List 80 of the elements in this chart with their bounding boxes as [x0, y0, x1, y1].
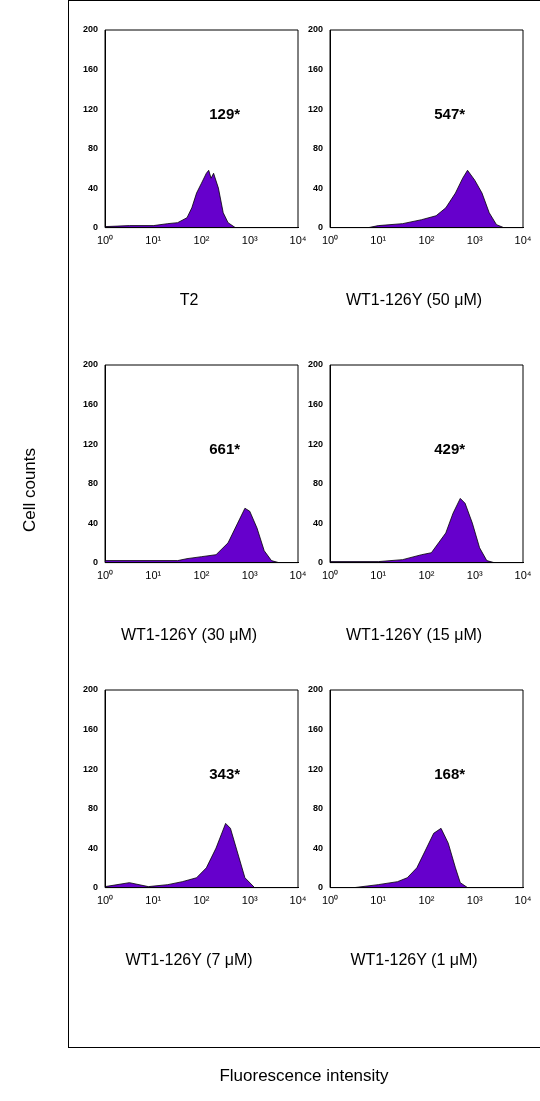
y-tick-label: 40 [313, 842, 324, 853]
y-tick-label: 80 [88, 478, 99, 489]
y-tick-label: 40 [88, 517, 99, 528]
y-tick-label: 120 [307, 438, 324, 449]
y-tick-label: 80 [88, 143, 99, 154]
x-tick-label: 10² [193, 569, 210, 582]
text: WT1-126Y (1 μM) [350, 950, 478, 968]
x-axis-title: Fluorescence intensity [218, 1066, 390, 1086]
y-tick-label: 80 [313, 803, 324, 814]
y-tick-label: 0 [93, 882, 99, 893]
text: WT1-126Y (30 μM) [120, 625, 258, 643]
x-tick-label: 10³ [241, 569, 259, 582]
x-tick-label: 10⁴ [289, 894, 307, 907]
text: WT1-126Y (7 μM) [125, 950, 253, 968]
x-tick-label: 10¹ [370, 894, 387, 907]
annotation: 129* [209, 104, 241, 122]
x-tick-label: 10³ [466, 894, 484, 907]
x-tick-label: 10¹ [370, 569, 387, 582]
x-tick-label: 10⁴ [289, 234, 307, 247]
y-tick-label: 200 [307, 359, 324, 370]
y-tick-label: 0 [93, 222, 99, 233]
x-tick-label: 10⁰ [96, 569, 114, 582]
x-tick-label: 10² [193, 234, 210, 247]
x-tick-label: 10¹ [145, 569, 162, 582]
x-tick-label: 10¹ [145, 894, 162, 907]
x-tick-label: 10⁴ [514, 234, 532, 247]
annotation: 168* [434, 764, 466, 782]
y-tick-label: 40 [88, 842, 99, 853]
x-tick-label: 10¹ [145, 234, 162, 247]
y-tick-label: 120 [82, 438, 99, 449]
x-tick-label: 10⁴ [289, 569, 307, 582]
annotation: 343* [209, 764, 241, 782]
y-tick-label: 0 [318, 222, 324, 233]
x-tick-label: 10³ [241, 894, 259, 907]
y-tick-label: 80 [88, 803, 99, 814]
y-tick-label: 80 [313, 143, 324, 154]
x-tick-label: 10³ [466, 569, 484, 582]
y-tick-label: 200 [82, 359, 99, 370]
y-tick-label: 200 [307, 684, 324, 695]
y-tick-label: 200 [82, 684, 99, 695]
x-tick-label: 10⁰ [96, 894, 114, 907]
x-tick-label: 10² [418, 894, 435, 907]
annotation: 661* [209, 439, 241, 457]
x-tick-label: 10² [418, 569, 435, 582]
x-tick-label: 10³ [241, 234, 259, 247]
y-tick-label: 40 [313, 517, 324, 528]
x-tick-label: 10⁴ [514, 569, 532, 582]
x-tick-label: 10⁰ [321, 894, 339, 907]
x-tick-label: 10² [418, 234, 435, 247]
y-tick-label: 160 [82, 724, 99, 734]
x-tick-label: 10⁰ [321, 569, 339, 582]
y-tick-label: 40 [313, 182, 324, 193]
y-tick-label: 120 [307, 763, 324, 774]
x-tick-label: 10⁴ [514, 894, 532, 907]
y-tick-label: 160 [307, 64, 324, 74]
y-tick-label: 160 [307, 399, 324, 409]
x-tick-label: 10¹ [370, 234, 387, 247]
y-tick-label: 0 [93, 557, 99, 568]
x-tick-label: 10⁰ [96, 234, 114, 247]
y-tick-label: 160 [82, 64, 99, 74]
y-tick-label: 0 [318, 882, 324, 893]
y-tick-label: 120 [307, 103, 324, 114]
text: T2 [179, 290, 199, 308]
x-tick-label: 10² [193, 894, 210, 907]
y-tick-label: 120 [82, 763, 99, 774]
y-tick-label: 120 [82, 103, 99, 114]
annotation: 429* [434, 439, 466, 457]
y-tick-label: 200 [307, 24, 324, 35]
text: WT1-126Y (50 μM) [345, 290, 483, 308]
y-tick-label: 40 [88, 182, 99, 193]
y-tick-label: 200 [82, 24, 99, 35]
y-tick-label: 80 [313, 478, 324, 489]
y-tick-label: 160 [82, 399, 99, 409]
text: WT1-126Y (15 μM) [345, 625, 483, 643]
x-tick-label: 10³ [466, 234, 484, 247]
x-tick-label: 10⁰ [321, 234, 339, 247]
y-axis-title: Cell counts [20, 446, 40, 535]
y-tick-label: 160 [307, 724, 324, 734]
y-tick-label: 0 [318, 557, 324, 568]
annotation: 547* [434, 104, 466, 122]
